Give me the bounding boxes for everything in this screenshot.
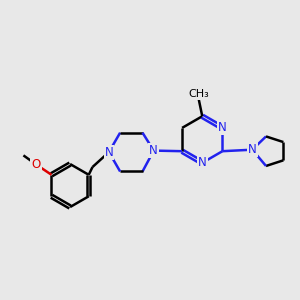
Text: N: N bbox=[218, 122, 227, 134]
Text: CH₃: CH₃ bbox=[188, 89, 209, 99]
Text: O: O bbox=[31, 158, 40, 171]
Text: N: N bbox=[198, 156, 207, 169]
Text: N: N bbox=[105, 146, 113, 159]
Text: N: N bbox=[248, 143, 257, 156]
Text: N: N bbox=[149, 144, 158, 157]
